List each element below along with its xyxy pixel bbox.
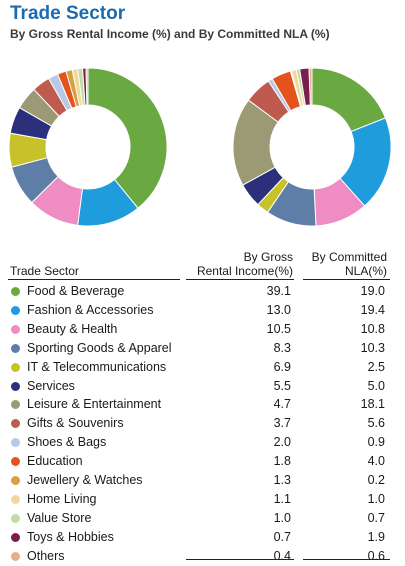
column-header-nla-line1: By Committed bbox=[311, 250, 387, 264]
header-divider-nla bbox=[303, 279, 390, 280]
table-row: Fashion & Accessories 13.0 19.4 bbox=[0, 301, 405, 320]
table-row: Services 5.5 5.0 bbox=[0, 377, 405, 396]
gross-rental-income-value: 1.8 bbox=[273, 454, 291, 469]
gross-rental-income-value: 0.7 bbox=[273, 529, 291, 544]
sector-label: Food & Beverage bbox=[27, 284, 125, 298]
sector-label: Gifts & Souvenirs bbox=[27, 416, 124, 431]
sector-label: Fashion & Accessories bbox=[27, 302, 154, 317]
gross-rental-income-value: 3.7 bbox=[273, 416, 291, 431]
table-row: Education 1.8 4.0 bbox=[0, 452, 405, 471]
gross-rental-income-value: 1.3 bbox=[273, 473, 291, 487]
column-header-gri-line1: By Gross bbox=[243, 250, 293, 264]
sector-label: Beauty & Health bbox=[27, 321, 118, 336]
sector-label: Leisure & Entertainment bbox=[27, 397, 162, 412]
column-header-committed-nla: By Committed NLA(%) bbox=[303, 250, 387, 278]
gross-rental-income-value: 0.4 bbox=[273, 548, 291, 563]
column-header-nla-line2: NLA(%) bbox=[344, 264, 387, 278]
slice-s0-food-beverage bbox=[87, 67, 168, 209]
gross-rental-income-value: 5.5 bbox=[273, 378, 291, 393]
table-row: Gifts & Souvenirs 3.7 5.6 bbox=[0, 414, 405, 433]
table-row: Home Living 1.1 1.0 bbox=[0, 490, 405, 509]
sector-label: IT & Telecommunications bbox=[27, 359, 167, 374]
committed-nla-value: 18.1 bbox=[360, 397, 385, 412]
column-header-trade-sector: Trade Sector bbox=[10, 264, 79, 278]
gross-rental-income-value: 2.0 bbox=[273, 435, 291, 450]
header-divider-gri bbox=[186, 279, 294, 280]
table-bottom-rule-nla bbox=[303, 559, 390, 560]
gross-rental-income-value: 8.3 bbox=[273, 340, 291, 355]
table-row: Value Store 1.0 0.7 bbox=[0, 509, 405, 528]
legend-dot bbox=[11, 362, 20, 372]
column-header-gri-line2: Rental Income(%) bbox=[196, 264, 293, 278]
sector-label: Others bbox=[27, 548, 65, 563]
slice-s0-others bbox=[85, 67, 89, 106]
sector-label: Shoes & Bags bbox=[27, 435, 107, 450]
table-row: Toys & Hobbies 0.7 1.9 bbox=[0, 528, 405, 547]
gross-rental-income-value: 1.1 bbox=[273, 491, 291, 506]
gross-rental-income-value: 1.0 bbox=[273, 510, 291, 525]
committed-nla-value: 1.9 bbox=[367, 529, 385, 544]
header-divider-sector bbox=[8, 279, 180, 280]
table-row: Sporting Goods & Apparel 8.3 10.3 bbox=[0, 339, 405, 358]
gross-rental-income-value: 4.7 bbox=[273, 397, 291, 412]
committed-nla-value: 5.6 bbox=[367, 416, 385, 431]
sector-label: Jewellery & Watches bbox=[27, 473, 143, 487]
legend-dot bbox=[11, 532, 20, 542]
gross-rental-income-value: 10.5 bbox=[266, 321, 291, 336]
table-row: Jewellery & Watches 1.3 0.2 bbox=[0, 471, 405, 490]
committed-nla-value: 0.2 bbox=[367, 473, 385, 487]
committed-nla-value: 19.0 bbox=[360, 284, 385, 298]
donut-chart-gross-rental-income bbox=[8, 67, 168, 227]
chart-subtitle: By Gross Rental Income (%) and By Commit… bbox=[10, 27, 330, 41]
legend-dot bbox=[11, 343, 20, 353]
committed-nla-value: 2.5 bbox=[367, 359, 385, 374]
committed-nla-value: 0.9 bbox=[367, 435, 385, 450]
legend-dot bbox=[11, 400, 20, 410]
page-title: Trade Sector bbox=[10, 3, 126, 24]
sector-label: Value Store bbox=[27, 510, 92, 525]
committed-nla-value: 1.0 bbox=[367, 491, 385, 506]
committed-nla-value: 5.0 bbox=[367, 378, 385, 393]
legend-dot bbox=[11, 287, 20, 296]
sector-label: Sporting Goods & Apparel bbox=[27, 340, 172, 355]
legend-dot bbox=[11, 324, 20, 334]
committed-nla-value: 10.3 bbox=[360, 340, 385, 355]
sector-label: Services bbox=[27, 378, 75, 393]
committed-nla-value: 0.7 bbox=[367, 510, 385, 525]
table-row: Food & Beverage 39.1 19.0 bbox=[0, 282, 405, 301]
sector-label: Education bbox=[27, 454, 83, 469]
committed-nla-value: 0.6 bbox=[367, 548, 385, 563]
column-header-gross-rental-income: By Gross Rental Income(%) bbox=[186, 250, 293, 278]
table-row: IT & Telecommunications 6.9 2.5 bbox=[0, 358, 405, 377]
sector-label: Home Living bbox=[27, 491, 97, 506]
table-row: Leisure & Entertainment 4.7 18.1 bbox=[0, 395, 405, 414]
legend-dot bbox=[11, 438, 20, 448]
committed-nla-value: 4.0 bbox=[367, 454, 385, 469]
legend-dot bbox=[11, 551, 20, 561]
legend-dot bbox=[11, 419, 20, 429]
legend-dot bbox=[11, 305, 20, 315]
gross-rental-income-value: 39.1 bbox=[266, 284, 291, 298]
table-row: Beauty & Health 10.5 10.8 bbox=[0, 320, 405, 339]
legend-dot bbox=[11, 457, 20, 467]
legend-dot bbox=[11, 494, 20, 504]
slice-s1-others bbox=[308, 67, 313, 106]
gross-rental-income-value: 13.0 bbox=[266, 302, 291, 317]
sector-label: Toys & Hobbies bbox=[27, 529, 114, 544]
legend-dot bbox=[11, 513, 20, 523]
table-bottom-rule-gri bbox=[186, 559, 294, 560]
legend-dot bbox=[11, 381, 20, 391]
gross-rental-income-value: 6.9 bbox=[273, 359, 291, 374]
committed-nla-value: 19.4 bbox=[360, 302, 385, 317]
committed-nla-value: 10.8 bbox=[360, 321, 385, 336]
donut-chart-committed-nla bbox=[232, 67, 392, 227]
legend-dot bbox=[11, 476, 20, 485]
table-row: Shoes & Bags 2.0 0.9 bbox=[0, 433, 405, 452]
table-row: Others 0.4 0.6 bbox=[0, 547, 405, 566]
